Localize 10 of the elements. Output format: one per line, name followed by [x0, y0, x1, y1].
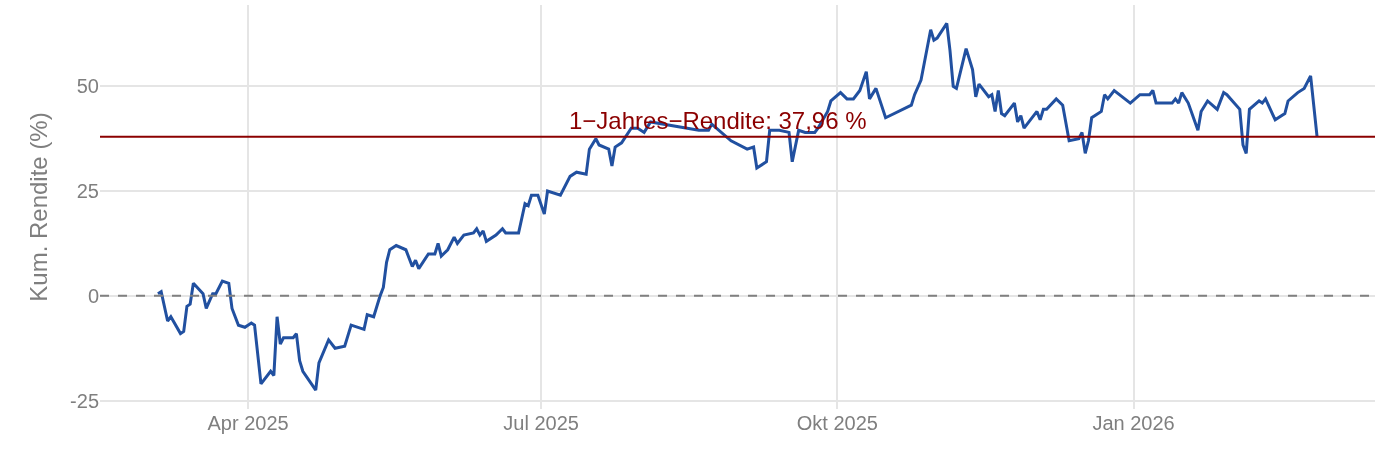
y-tick-label: -25 [70, 389, 99, 412]
y-tick-label: 25 [76, 180, 99, 203]
y-axis-title: Kum. Rendite (%) [25, 112, 53, 302]
x-tick-label: Apr 2025 [207, 412, 289, 434]
y-tick-label: 50 [76, 75, 99, 98]
line-series [156, 21, 1319, 392]
x-tick-label: Jan 2026 [1092, 412, 1175, 434]
x-tick-label: Jul 2025 [503, 412, 579, 434]
y-tick-label: 0 [87, 284, 99, 307]
x-tick-label: Okt 2025 [796, 412, 878, 434]
